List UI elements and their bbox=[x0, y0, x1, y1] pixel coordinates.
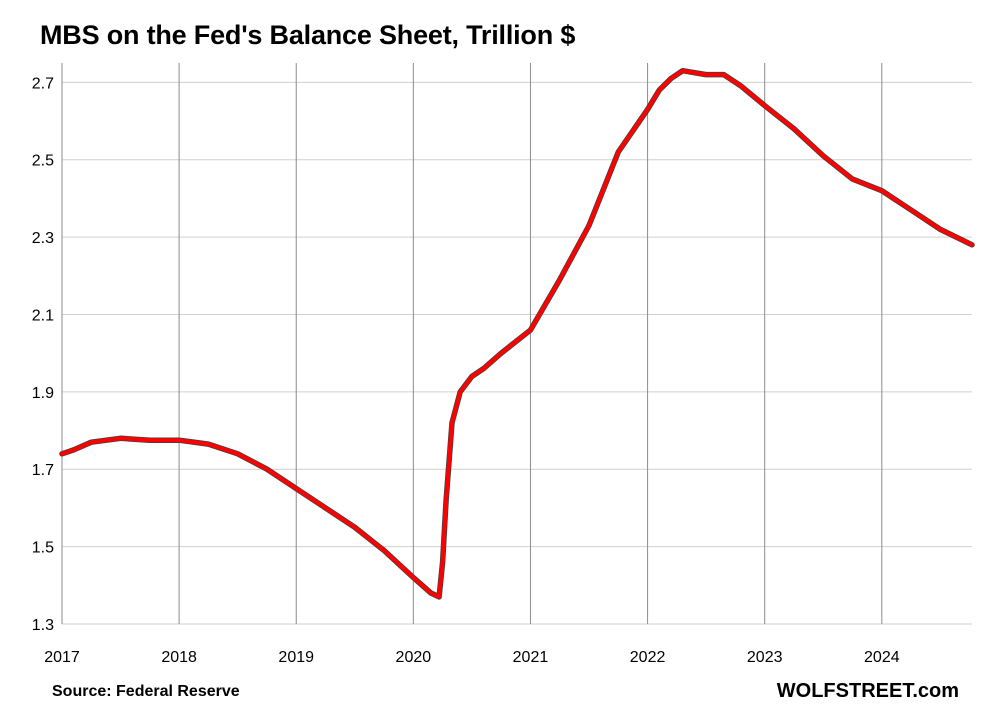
x-tick-label: 2021 bbox=[513, 649, 549, 666]
x-tick-label: 2020 bbox=[396, 649, 432, 666]
y-tick-label: 1.5 bbox=[32, 540, 54, 557]
x-tick-label: 2022 bbox=[630, 649, 666, 666]
x-tick-label: 2018 bbox=[161, 649, 197, 666]
series-line-outline bbox=[59, 67, 975, 600]
y-tick-label: 2.3 bbox=[32, 230, 54, 247]
x-tick-label: 2023 bbox=[747, 649, 783, 666]
x-tick-label: 2017 bbox=[44, 649, 80, 666]
source-note: Source: Federal Reserve bbox=[52, 683, 240, 700]
y-tick-label: 2.5 bbox=[32, 153, 54, 170]
x-axis-ticks: 2017 2018 2019 2020 2021 2022 2023 2024 bbox=[44, 649, 900, 666]
y-axis-ticks: 1.3 1.5 1.7 1.9 2.1 2.3 2.5 2.7 bbox=[32, 75, 54, 634]
series-line bbox=[60, 68, 974, 599]
brand-note: WOLFSTREET.com bbox=[776, 680, 959, 702]
x-tick-label: 2019 bbox=[278, 649, 314, 666]
y-tick-label: 2.7 bbox=[32, 75, 54, 92]
y-tick-label: 1.3 bbox=[32, 617, 54, 634]
y-tick-label: 1.9 bbox=[32, 385, 54, 402]
grid-lines bbox=[61, 63, 972, 625]
series-layer bbox=[59, 67, 975, 600]
y-tick-label: 1.7 bbox=[32, 462, 54, 479]
chart-title: MBS on the Fed's Balance Sheet, Trillion… bbox=[40, 20, 576, 50]
y-tick-label: 2.1 bbox=[32, 307, 54, 324]
x-tick-label: 2024 bbox=[864, 649, 900, 666]
